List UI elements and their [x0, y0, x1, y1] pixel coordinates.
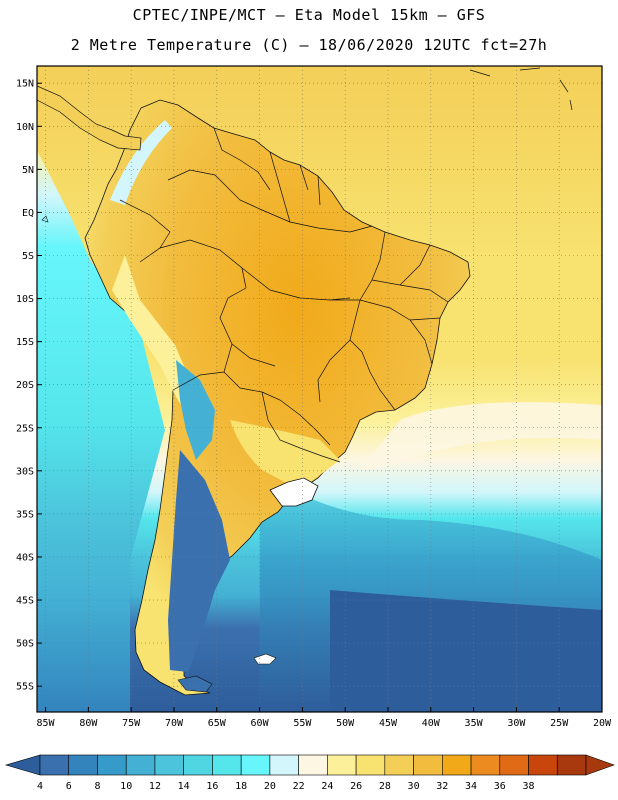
colorbar-label: 38 — [523, 781, 535, 792]
colorbar-label: 4 — [37, 781, 43, 792]
longitude-axis: 85W 80W 75W 70W 65W 60W 55W 50W 45W 40W 35W 30W 25W 2… — [37, 707, 612, 729]
lat-label: 20S — [16, 380, 34, 391]
lon-label: 60W — [251, 718, 270, 729]
colorbar-under-arrow — [4, 754, 41, 776]
lat-label: 50S — [16, 639, 34, 650]
colorbar-label: 34 — [465, 781, 477, 792]
lon-label: 40W — [422, 718, 441, 729]
colorbar-swatch — [556, 754, 587, 776]
colorbar-label: 12 — [149, 781, 161, 792]
lon-label: 50W — [336, 718, 355, 729]
deep-cold-field — [330, 590, 602, 712]
colorbar-swatch — [269, 754, 299, 776]
lon-label: 75W — [122, 718, 141, 729]
andes-north-cold — [110, 120, 172, 205]
colorbar-label: 24 — [321, 781, 333, 792]
colorbar-swatch — [97, 754, 127, 776]
colorbar-label: 30 — [408, 781, 420, 792]
colorbar-label: 22 — [293, 781, 305, 792]
lat-label: 15N — [16, 79, 34, 90]
colorbar-swatch — [384, 754, 414, 776]
lat-label: EQ — [22, 208, 34, 219]
latitude-axis: 15N 10N 5N EQ 5S 10S 15S 20S 25S 30S 35S 40S 45S 50S 5… — [16, 79, 42, 693]
patagonia-cold — [168, 450, 230, 672]
colorbar-label: 28 — [379, 781, 391, 792]
lon-label: 20W — [593, 718, 612, 729]
chart-title-line2: 2 Metre Temperature (C) – 18/06/2020 12U… — [70, 36, 548, 54]
lat-label: 10S — [16, 294, 34, 305]
lon-label: 65W — [208, 718, 227, 729]
colorbar-over-arrow — [585, 754, 615, 776]
lat-label: 25S — [16, 423, 34, 434]
uruguay-coast — [269, 477, 319, 507]
lon-label: 70W — [165, 718, 184, 729]
lat-label: 45S — [16, 596, 34, 607]
lat-label: 55S — [16, 682, 34, 693]
colorbar-label: 16 — [206, 781, 218, 792]
colorbar: 4 6 8 10 12 14 16 18 20 22 24 26 28 30 32 34 36 38 — [4, 754, 615, 792]
colorbar-label: 6 — [66, 781, 72, 792]
lat-label: 5N — [22, 165, 34, 176]
colorbar-label: 10 — [120, 781, 132, 792]
colorbar-swatch — [212, 754, 242, 776]
lon-label: 25W — [550, 718, 569, 729]
lat-label: 15S — [16, 337, 34, 348]
colorbar-label: 26 — [350, 781, 362, 792]
colorbar-swatch — [39, 754, 70, 776]
colorbar-swatch — [298, 754, 328, 776]
lon-label: 55W — [293, 718, 312, 729]
colorbar-label: 18 — [235, 781, 247, 792]
warm-band — [360, 402, 602, 470]
lon-label: 30W — [507, 718, 526, 729]
caribbean-islands — [469, 67, 573, 111]
colorbar-swatch — [240, 754, 271, 776]
colorbar-label: 36 — [494, 781, 506, 792]
colorbar-label: 20 — [264, 781, 276, 792]
country-borders — [119, 127, 449, 463]
lon-label: 35W — [465, 718, 484, 729]
colorbar-swatch — [125, 754, 156, 776]
colorbar-swatch — [470, 754, 501, 776]
southern-brazil-mild — [230, 420, 340, 490]
lat-label: 30S — [16, 466, 34, 477]
lon-label: 85W — [37, 718, 56, 729]
chart-title-line1: CPTEC/INPE/MCT – Eta Model 15km – GFS — [132, 6, 486, 24]
colorbar-swatch — [413, 754, 443, 776]
lon-label: 45W — [379, 718, 398, 729]
lat-label: 10N — [16, 122, 34, 133]
tierra-del-fuego — [177, 675, 213, 693]
lat-label: 40S — [16, 552, 34, 563]
colorbar-swatch — [327, 754, 357, 776]
central-america — [37, 85, 142, 151]
falkland-islands — [253, 653, 277, 665]
pacific-ocean-field — [37, 66, 165, 712]
colorbar-label: 8 — [94, 781, 100, 792]
colorbar-swatch — [154, 754, 184, 776]
andes-south-cold — [176, 360, 215, 460]
lon-label: 80W — [79, 718, 98, 729]
colorbar-label: 32 — [436, 781, 448, 792]
colorbar-swatch — [355, 754, 386, 776]
temperature-map: 15N 10N 5N EQ 5S 10S 15S 20S 25S 30S 35S 40S 45S 50S 5… — [16, 65, 612, 729]
lat-label: 5S — [22, 251, 34, 262]
colorbar-swatch — [442, 754, 472, 776]
galapagos — [41, 215, 49, 223]
colorbar-swatch — [183, 754, 213, 776]
colorbar-swatch — [499, 754, 529, 776]
colorbar-label: 14 — [178, 781, 190, 792]
lat-label: 35S — [16, 509, 34, 520]
colorbar-swatch — [68, 754, 98, 776]
colorbar-swatch — [528, 754, 558, 776]
map-frame — [36, 65, 603, 713]
